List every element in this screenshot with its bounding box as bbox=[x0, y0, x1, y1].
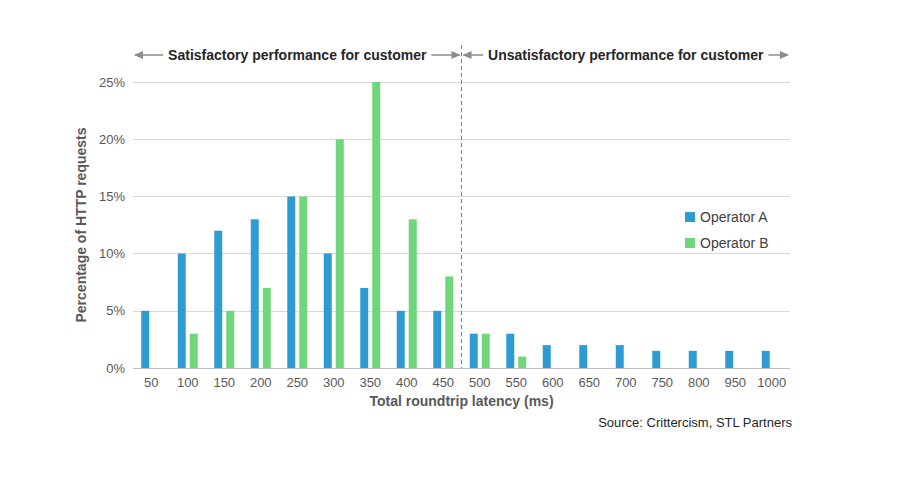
svg-text:650: 650 bbox=[578, 375, 600, 390]
svg-text:1000: 1000 bbox=[757, 375, 786, 390]
svg-text:300: 300 bbox=[323, 375, 345, 390]
svg-text:25%: 25% bbox=[99, 75, 125, 90]
svg-text:450: 450 bbox=[432, 375, 454, 390]
svg-text:Source: Crittercism, STL Partn: Source: Crittercism, STL Partners bbox=[598, 415, 792, 430]
svg-text:800: 800 bbox=[688, 375, 710, 390]
svg-text:50: 50 bbox=[144, 375, 158, 390]
svg-text:Operator A: Operator A bbox=[700, 209, 768, 225]
svg-text:100: 100 bbox=[177, 375, 199, 390]
svg-text:Percentage of HTTP requests: Percentage of HTTP requests bbox=[73, 127, 89, 322]
svg-text:Unsatisfactory performance for: Unsatisfactory performance for customer bbox=[488, 47, 764, 63]
svg-text:0%: 0% bbox=[106, 361, 125, 376]
svg-text:250: 250 bbox=[286, 375, 308, 390]
svg-text:200: 200 bbox=[250, 375, 272, 390]
svg-text:Satisfactory performance for c: Satisfactory performance for customer bbox=[168, 47, 427, 63]
svg-text:550: 550 bbox=[505, 375, 527, 390]
svg-text:700: 700 bbox=[615, 375, 637, 390]
svg-text:Total roundtrip latency (ms): Total roundtrip latency (ms) bbox=[369, 393, 553, 409]
svg-text:350: 350 bbox=[359, 375, 381, 390]
svg-text:5%: 5% bbox=[106, 303, 125, 318]
svg-text:15%: 15% bbox=[99, 189, 125, 204]
svg-text:10%: 10% bbox=[99, 246, 125, 261]
svg-text:20%: 20% bbox=[99, 132, 125, 147]
svg-text:600: 600 bbox=[542, 375, 564, 390]
svg-text:400: 400 bbox=[396, 375, 418, 390]
svg-text:500: 500 bbox=[469, 375, 491, 390]
svg-text:Operator B: Operator B bbox=[700, 235, 768, 251]
svg-text:950: 950 bbox=[724, 375, 746, 390]
svg-text:750: 750 bbox=[651, 375, 673, 390]
svg-text:150: 150 bbox=[213, 375, 235, 390]
